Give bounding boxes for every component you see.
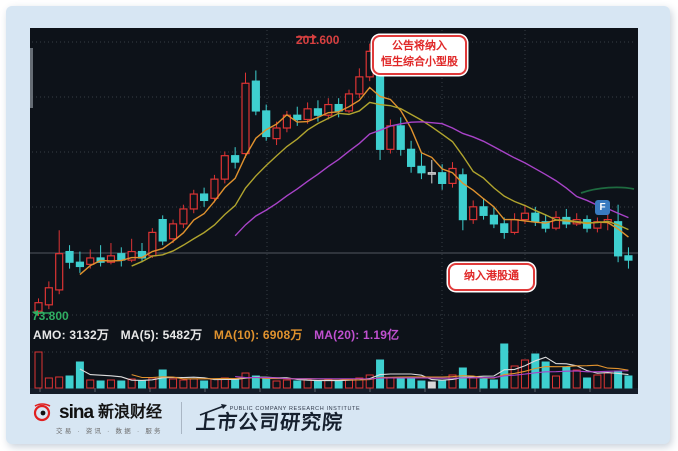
annotation-hsci-line2: 恒生综合小型股 — [381, 55, 458, 68]
vol-ma10-value: MA(10): 6908万 — [213, 328, 303, 342]
footer-divider — [180, 402, 182, 434]
annotation-hsci-line1: 公告将纳入 — [392, 40, 447, 52]
annotation-hsci-inclusion: 公告将纳入 恒生综合小型股 — [372, 35, 467, 75]
left-arrow-icon — [33, 310, 51, 316]
institute-name: 上市公司研究院 — [194, 411, 344, 434]
sina-eye-icon — [33, 402, 51, 421]
vol-ma5-value: MA(5): 5482万 — [120, 328, 203, 342]
amo-value: AMO: 3132万 — [33, 328, 110, 342]
peak-price-label: 201.600 — [296, 33, 339, 47]
report-card: 201.600 公告将纳入 恒生综合小型股 纳入港股通 F 73.800 AMO… — [6, 6, 670, 444]
vol-ma20-value: MA(20): 1.19亿 — [314, 328, 400, 342]
event-flag-badge[interactable]: F — [595, 200, 610, 215]
left-scroll-thumb[interactable] — [30, 48, 33, 108]
annotation-hk-connect-text: 纳入港股通 — [464, 270, 519, 282]
sina-wordmark: sina — [59, 401, 94, 423]
institute-arrow-icon — [199, 403, 227, 416]
kline-volume-chart — [30, 30, 638, 394]
event-flag-label: F — [599, 202, 606, 213]
annotation-hk-connect: 纳入港股通 — [448, 263, 535, 291]
low-price-label: 73.800 — [32, 309, 69, 323]
sina-logo: sina 新浪财经 交易 · 资讯 · 数据 · 服务 — [30, 402, 163, 435]
volume-indicator-bar: AMO: 3132万 MA(5): 5482万 MA(10): 6908万 MA… — [33, 326, 407, 343]
sina-tagline: 交易 · 资讯 · 数据 · 服务 — [56, 427, 163, 435]
sina-brand-name: 新浪财经 — [98, 403, 163, 421]
institute-en-caption: PUBLIC COMPANY RESEARCH INSTITUTE — [229, 405, 361, 412]
footer-logos: sina 新浪财经 交易 · 资讯 · 数据 · 服务 PUBLIC COMPA… — [30, 396, 430, 440]
right-arrow-icon — [296, 34, 317, 40]
institute-logo: PUBLIC COMPANY RESEARCH INSTITUTE 上市公司研究… — [194, 403, 360, 434]
stock-chart-panel: 201.600 公告将纳入 恒生综合小型股 纳入港股通 F 73.800 AMO… — [30, 28, 638, 394]
